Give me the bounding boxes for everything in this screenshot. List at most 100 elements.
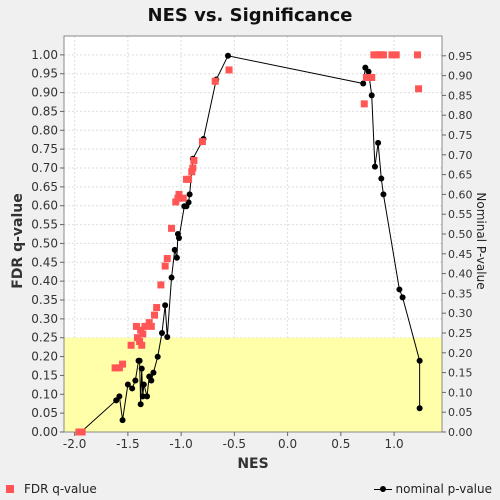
- fdr-q-value-point: [147, 322, 155, 330]
- y-left-tick-label: 0.45: [31, 255, 58, 269]
- legend-nominal-line-icon: [373, 485, 392, 493]
- fdr-q-value-point: [145, 319, 153, 327]
- nominal-p-value-point: [371, 163, 378, 170]
- legend-fdr-square-icon: [6, 485, 14, 493]
- x-tick-label: -1.5: [116, 437, 139, 451]
- y-left-tick-label: 0.15: [31, 368, 58, 382]
- fdr-q-value-point: [127, 341, 135, 349]
- fdr-q-value-point: [172, 198, 180, 206]
- nominal-p-value-point: [138, 365, 145, 372]
- y-left-tick-label: 0.55: [31, 218, 58, 232]
- fdr-q-value-point: [153, 304, 161, 312]
- fdr-q-value-point: [151, 311, 159, 319]
- nominal-p-value-point: [132, 377, 139, 384]
- y-left-tick-label: 0.35: [31, 293, 58, 307]
- y-right-tick-label: 0.25: [448, 327, 473, 340]
- legend-fdr: FDR q-value: [6, 480, 97, 498]
- fdr-q-value-point: [157, 281, 165, 289]
- y-left-tick-label: 0.60: [31, 199, 58, 213]
- y-right-tick-label: 0.20: [448, 347, 473, 360]
- nominal-p-value-point: [168, 274, 175, 281]
- fdr-q-value-point: [175, 190, 183, 198]
- legend-nominal-label: nominal p-value: [395, 482, 492, 496]
- fdr-q-value-point: [388, 51, 396, 59]
- y-right-tick-label: 0.60: [448, 188, 473, 201]
- fdr-q-value-point: [168, 224, 176, 232]
- fdr-q-value-point: [188, 168, 196, 176]
- y-left-tick-label: 0.80: [31, 123, 58, 137]
- fdr-q-value-point: [198, 138, 206, 146]
- y-left-tick-label: 0.70: [31, 161, 58, 175]
- y-right-tick-label: 0.75: [448, 129, 473, 142]
- y-right-tick-label: 0.50: [448, 228, 473, 241]
- y-left-tick-label: 0.75: [31, 142, 58, 156]
- nominal-p-value-point: [380, 191, 387, 198]
- nominal-p-value-point: [148, 377, 155, 384]
- fdr-q-value-point: [185, 175, 193, 183]
- fdr-q-value-point: [379, 51, 387, 59]
- nominal-p-value-point: [185, 199, 192, 206]
- y-right-tick-label: 0.95: [448, 50, 473, 63]
- nominal-p-value-point: [124, 381, 131, 388]
- nominal-p-value-point: [224, 52, 231, 59]
- fdr-q-value-point: [163, 255, 171, 263]
- nes-significance-chart: NES vs. Significance 0.00 0.05 0.10 0.15 0.2…: [10, 5, 488, 472]
- y-right-tick-label: 0.90: [448, 70, 473, 83]
- nominal-p-value-point: [416, 357, 423, 364]
- y-right-tick-label: 0.45: [448, 248, 473, 261]
- fdr-q-value-point: [360, 100, 368, 108]
- y-left-tick-label: 0.50: [31, 236, 58, 250]
- nominal-p-value-point: [136, 357, 143, 364]
- x-axis-label: NES: [237, 456, 268, 472]
- nominal-p-value-point: [175, 234, 182, 241]
- nominal-p-value-point: [144, 393, 151, 400]
- y-right-tick-label: 0.05: [448, 406, 473, 419]
- y-right-tick-label: 0.10: [448, 386, 473, 399]
- nominal-p-value-point: [173, 254, 180, 261]
- legend-fdr-label: FDR q-value: [24, 482, 97, 496]
- y-left-tick-label: 0.40: [31, 274, 58, 288]
- fdr-q-value-point: [138, 341, 146, 349]
- nominal-p-value-point: [162, 302, 169, 309]
- fdr-q-value-point: [139, 330, 147, 338]
- nominal-p-value-point: [119, 417, 126, 424]
- fdr-q-value-point: [189, 164, 197, 172]
- y-left-tick-label: 1.00: [31, 48, 58, 62]
- fdr-q-value-point: [136, 337, 144, 345]
- nominal-p-value-point: [129, 385, 136, 392]
- y-right-tick-label: 0.15: [448, 367, 473, 380]
- fdr-q-value-point: [179, 194, 187, 202]
- x-tick-label: -1.0: [169, 437, 192, 451]
- y-right-tick-label: 0.00: [448, 426, 473, 439]
- fdr-q-value-point: [368, 73, 376, 81]
- y-left-tick-label: 0.85: [31, 104, 58, 118]
- nominal-p-value-point: [416, 405, 423, 412]
- nominal-p-value-point: [116, 393, 123, 400]
- fdr-q-value-point: [161, 262, 169, 270]
- nominal-p-value-point: [158, 330, 165, 336]
- nominal-p-value-point: [396, 286, 403, 293]
- y-right-tick-label: 0.70: [448, 149, 473, 162]
- nominal-p-value-point: [139, 393, 146, 400]
- y-left-tick-label: 0.00: [31, 425, 58, 439]
- nominal-p-value-point: [186, 191, 193, 198]
- y-right-tick-label: 0.80: [448, 109, 473, 122]
- nominal-p-value-point: [375, 139, 382, 146]
- nominal-p-value-point: [154, 353, 161, 360]
- y-axis-right-label: Nominal P-value: [474, 192, 488, 289]
- y-right-tick-label: 0.65: [448, 169, 473, 182]
- fdr-q-value-point: [137, 326, 145, 334]
- nominal-p-value-point: [140, 381, 147, 388]
- nominal-p-value-point: [164, 333, 171, 340]
- fdr-q-value-point: [174, 194, 182, 202]
- y-left-tick-label: 0.95: [31, 67, 58, 81]
- y-right-tick-label: 0.40: [448, 268, 473, 281]
- y-left-tick-label: 0.25: [31, 331, 58, 345]
- x-tick-label: 0.5: [331, 437, 350, 451]
- fdr-q-value-point: [119, 360, 127, 368]
- y-left-tick-label: 0.05: [31, 406, 58, 420]
- nominal-p-value-point: [365, 68, 372, 75]
- nominal-p-value-point: [171, 246, 178, 253]
- legend-nominal: nominal p-value: [373, 480, 492, 498]
- y-right-tick-label: 0.35: [448, 287, 473, 300]
